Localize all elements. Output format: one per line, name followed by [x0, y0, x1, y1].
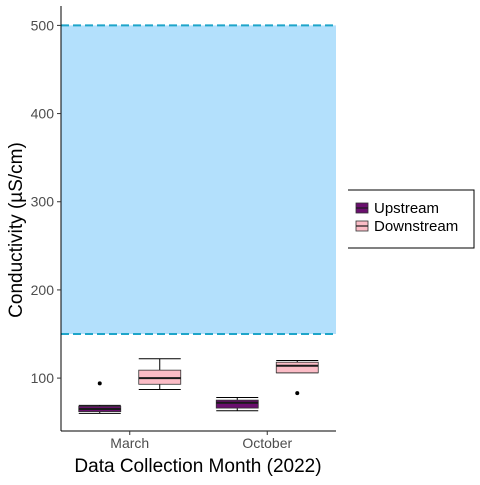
box-downstream-march	[138, 358, 182, 391]
y-tick-label: 100	[31, 370, 55, 386]
outlier-point	[295, 391, 300, 396]
y-tick-label: 400	[31, 106, 55, 122]
legend-item-upstream: Upstream	[355, 200, 439, 217]
legend-frame	[348, 189, 475, 249]
legend-item-downstream: Downstream	[355, 218, 458, 235]
axes: 100 200 300 400 500 March October	[31, 6, 336, 451]
box-downstream-october	[275, 359, 319, 396]
legend-label: Upstream	[374, 200, 439, 217]
reference-band	[61, 25, 336, 335]
plot-area	[61, 24, 336, 414]
y-tick-label: 500	[31, 17, 55, 33]
outlier-point	[97, 381, 102, 386]
box-iqr	[275, 361, 319, 374]
y-tick-label: 300	[31, 194, 55, 210]
box-iqr	[215, 399, 259, 409]
y-tick-label: 200	[31, 282, 55, 298]
y-axis-title: Conductivity (µS/cm)	[6, 142, 27, 318]
box-upstream-october	[215, 396, 259, 412]
x-tick-label: October	[242, 435, 292, 451]
legend-label: Downstream	[374, 218, 458, 235]
box-upstream-march	[78, 381, 122, 414]
x-axis-title: Data Collection Month (2022)	[74, 456, 321, 477]
x-tick-label: March	[110, 435, 149, 451]
